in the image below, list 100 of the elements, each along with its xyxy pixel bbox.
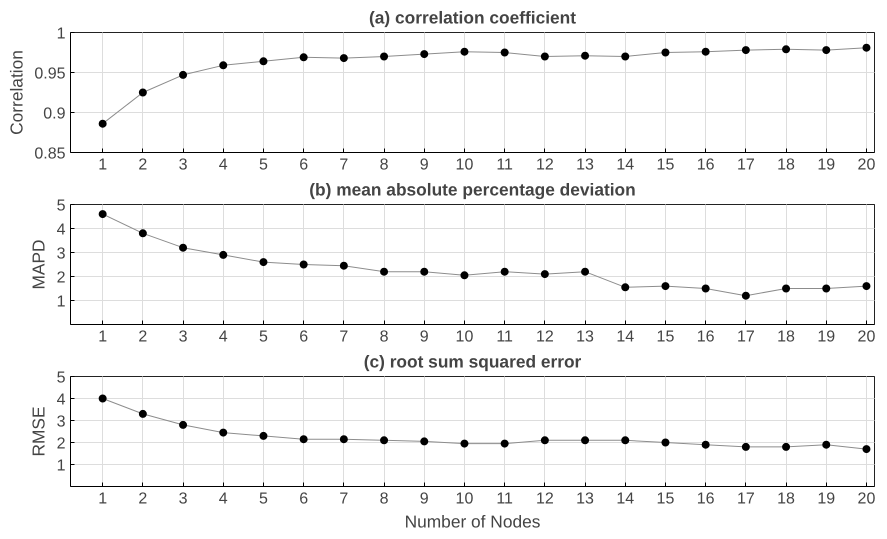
y-tick-label: 0.95 [34, 66, 66, 82]
x-tick-label: 16 [696, 156, 715, 174]
point [742, 46, 750, 54]
x-tick-label: 9 [420, 156, 429, 174]
point [179, 420, 188, 429]
x-tick-label: 6 [299, 490, 308, 508]
x-tick-label: 5 [259, 328, 268, 346]
y-tick-label: 3 [56, 246, 66, 262]
y-tick-label: 4 [56, 392, 66, 408]
x-tick-label: 13 [576, 156, 594, 174]
point [702, 284, 710, 292]
point [661, 438, 670, 446]
point [782, 442, 790, 451]
x-tick-label: 14 [616, 490, 634, 508]
point [782, 284, 790, 292]
x-tick-label: 10 [456, 490, 474, 508]
x-tick-label: 20 [858, 328, 876, 346]
x-tick-label: 1 [98, 156, 108, 174]
point [179, 244, 188, 252]
point [540, 436, 549, 444]
x-tick-label: 19 [817, 156, 836, 174]
x-tick-label: 5 [259, 490, 268, 508]
point [581, 268, 590, 276]
point [862, 44, 870, 52]
x-tick-label: 10 [456, 156, 474, 174]
point [540, 52, 549, 60]
y-tick-label: 1 [56, 294, 66, 310]
x-tick-label: 15 [656, 490, 674, 508]
point [340, 435, 348, 444]
point [500, 48, 509, 56]
x-tick-label: 3 [178, 328, 188, 346]
point [259, 57, 268, 66]
x-tick-label: 7 [339, 156, 348, 174]
x-tick-label: 12 [536, 156, 554, 174]
point [460, 48, 468, 56]
y-axis-title: RMSE [28, 406, 49, 457]
y-axis-title: Correlation [6, 50, 26, 135]
x-tick-label: 1 [98, 490, 108, 508]
point [259, 432, 268, 440]
point [862, 445, 870, 454]
point [380, 52, 388, 60]
point [380, 436, 388, 444]
point [822, 46, 830, 54]
x-tick-label: 6 [299, 328, 308, 346]
x-tick-label: 12 [536, 328, 554, 346]
point [179, 70, 188, 79]
y-tick-label: 1 [56, 458, 66, 474]
x-tick-label: 6 [299, 156, 308, 174]
point [98, 394, 107, 402]
x-tick-label: 18 [777, 156, 796, 174]
x-tick-label: 20 [858, 156, 876, 174]
point [380, 268, 388, 276]
point [420, 437, 428, 446]
y-axis-title: MAPD [28, 239, 49, 290]
point [621, 52, 630, 60]
point [219, 428, 228, 437]
point [742, 442, 750, 451]
x-tick-label: 17 [736, 490, 755, 508]
point [661, 48, 670, 56]
x-tick-label: 2 [138, 328, 148, 346]
x-tick-label: 11 [496, 156, 514, 174]
x-tick-label: 5 [259, 156, 268, 174]
point [259, 258, 268, 266]
x-tick-label: 18 [777, 490, 796, 508]
x-tick-label: 7 [339, 490, 348, 508]
x-tick-label: 15 [656, 328, 674, 346]
point [862, 282, 870, 290]
x-tick-label: 19 [817, 490, 836, 508]
x-tick-label: 3 [178, 156, 188, 174]
x-tick-label: 14 [616, 328, 634, 346]
x-tick-label: 11 [496, 490, 514, 508]
point [460, 440, 468, 448]
x-tick-label: 8 [380, 156, 389, 174]
point [340, 54, 348, 62]
x-tick-label: 19 [817, 328, 836, 346]
y-tick-label: 2 [56, 436, 66, 452]
point [420, 50, 428, 58]
x-tick-label: 10 [456, 328, 474, 346]
x-tick-label: 8 [380, 328, 389, 346]
x-tick-label: 2 [138, 490, 148, 508]
x-tick-label: 11 [496, 328, 514, 346]
point [661, 282, 670, 290]
chart-title: (b) mean absolute percentage deviation [309, 180, 636, 200]
point [420, 268, 428, 276]
x-tick-label: 9 [420, 490, 429, 508]
point [621, 283, 630, 292]
point [621, 436, 630, 444]
point [138, 410, 147, 418]
x-tick-label: 2 [138, 156, 148, 174]
y-tick-label: 0.9 [43, 106, 66, 122]
x-tick-label: 16 [696, 490, 715, 508]
point [138, 229, 147, 238]
x-tick-label: 4 [218, 328, 228, 346]
x-tick-label: 16 [696, 328, 715, 346]
x-tick-label: 4 [218, 490, 228, 508]
x-tick-label: 14 [616, 156, 634, 174]
x-tick-label: 9 [420, 328, 429, 346]
x-tick-label: 20 [858, 490, 876, 508]
y-tick-label: 3 [56, 414, 66, 430]
point [340, 262, 348, 270]
